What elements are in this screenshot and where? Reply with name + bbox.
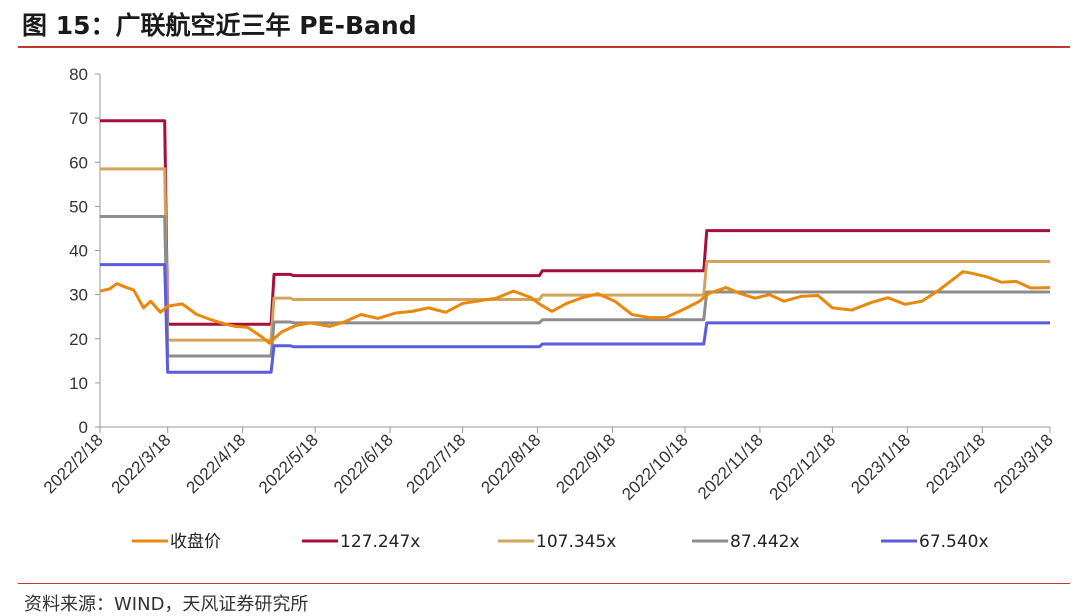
y-tick-label: 60 bbox=[69, 153, 88, 172]
chart-title: 图 15：广联航空近三年 PE-Band bbox=[22, 11, 417, 40]
x-tick-label: 2022/8/18 bbox=[477, 430, 544, 497]
x-tick-label: 2022/12/18 bbox=[766, 430, 840, 504]
legend: 收盘价 127.247x 107.345x 87.442x 67.540x bbox=[132, 532, 989, 552]
y-tick-label: 70 bbox=[69, 109, 88, 128]
series-line-3 bbox=[100, 215, 1050, 358]
y-tick-label: 30 bbox=[69, 286, 88, 305]
x-tick-label: 2022/11/18 bbox=[694, 430, 767, 503]
x-tick-label: 2022/4/18 bbox=[183, 430, 250, 497]
x-tick-label: 2022/10/18 bbox=[618, 430, 692, 504]
y-tick-label: 0 bbox=[79, 418, 88, 437]
y-tick-label: 50 bbox=[69, 197, 88, 216]
x-tick-label: 2023/3/18 bbox=[990, 430, 1057, 497]
series-line-0 bbox=[99, 270, 1051, 345]
legend-label-3: 87.442x bbox=[730, 532, 800, 552]
legend-label-0: 收盘价 bbox=[170, 532, 221, 552]
title-divider bbox=[18, 46, 1070, 48]
y-tick-label: 40 bbox=[69, 242, 88, 261]
legend-label-4: 67.540x bbox=[919, 532, 989, 552]
series-line-2 bbox=[100, 167, 1050, 342]
x-tick-label: 2022/9/18 bbox=[552, 430, 619, 497]
y-tick-label: 80 bbox=[69, 65, 88, 84]
series-group bbox=[99, 119, 1051, 374]
x-tick-label: 2023/2/18 bbox=[922, 430, 989, 497]
legend-label-2: 107.345x bbox=[536, 532, 616, 552]
y-tick-label: 20 bbox=[69, 330, 88, 349]
y-tick-label: 10 bbox=[69, 374, 88, 393]
x-tick-label: 2022/7/18 bbox=[403, 430, 470, 497]
legend-label-1: 127.247x bbox=[340, 532, 420, 552]
x-tick-label: 2022/6/18 bbox=[330, 430, 397, 497]
source-note: 资料来源：WIND，天风证券研究所 bbox=[24, 594, 309, 615]
x-tick-label: 2023/1/18 bbox=[847, 430, 914, 497]
source-divider bbox=[18, 583, 1070, 584]
x-tick-label: 2022/5/18 bbox=[255, 430, 322, 497]
series-line-4 bbox=[100, 263, 1050, 374]
x-tick-label: 2022/2/18 bbox=[40, 430, 107, 497]
x-tick-label: 2022/3/18 bbox=[108, 430, 175, 497]
